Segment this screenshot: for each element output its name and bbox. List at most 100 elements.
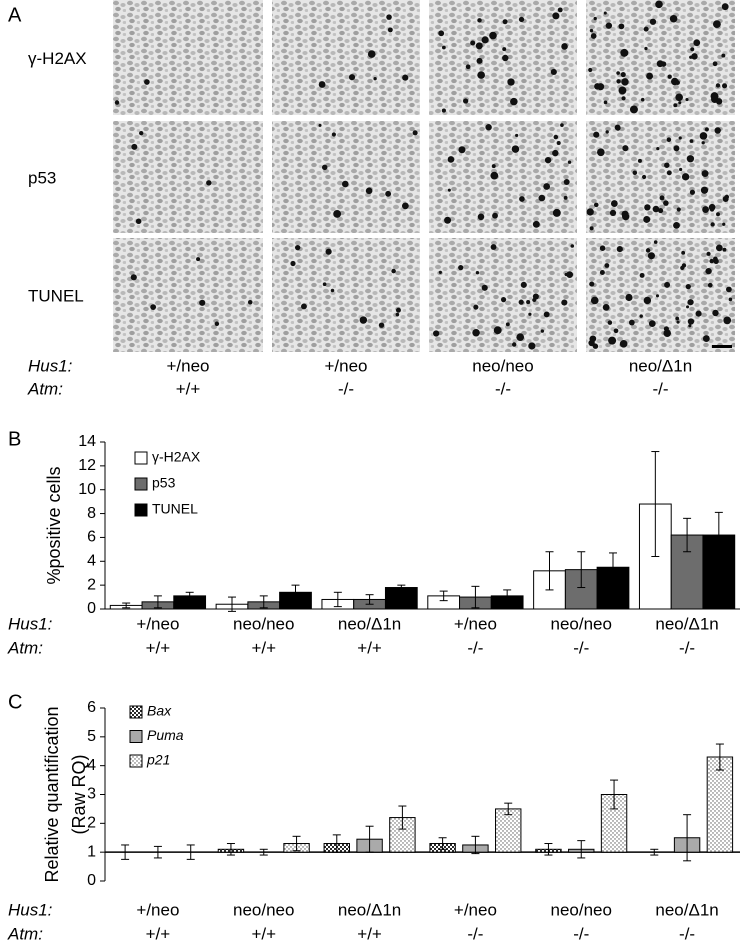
stained-nucleus	[663, 329, 672, 338]
micrograph-background	[429, 238, 577, 352]
error-bar	[153, 845, 162, 859]
stained-nucleus	[714, 127, 721, 134]
stained-nucleus	[294, 244, 301, 251]
stained-nucleus	[685, 97, 689, 102]
stained-nucleus	[318, 123, 322, 127]
stained-nucleus	[214, 321, 220, 327]
stained-nucleus	[566, 271, 574, 278]
y-tick-label: 4	[87, 757, 96, 774]
stained-nucleus	[463, 98, 469, 104]
stained-nucleus	[599, 269, 605, 275]
stained-nucleus	[511, 342, 517, 347]
y-tick-label: 5	[87, 728, 96, 745]
micrograph	[272, 0, 420, 115]
row-header: Hus1:	[8, 900, 53, 919]
stained-nucleus	[616, 245, 623, 253]
error-bar	[609, 552, 617, 583]
genotype-hus1: neo/neo	[472, 356, 533, 375]
stained-nucleus	[130, 274, 137, 281]
x-tick-label-2: +/+	[146, 924, 171, 943]
stained-nucleus	[477, 71, 485, 79]
stained-nucleus	[333, 210, 342, 218]
x-tick-label-2: +/+	[251, 638, 276, 657]
stained-nucleus	[620, 48, 629, 57]
stained-nucleus	[613, 328, 619, 334]
x-tick-label: neo/Δ1n	[338, 614, 401, 633]
stained-nucleus	[196, 257, 201, 262]
x-tick-label: neo/neo	[233, 614, 294, 633]
error-bar	[714, 511, 723, 559]
stained-nucleus	[722, 222, 726, 226]
genotype-hus1: +/neo	[166, 356, 209, 375]
row-header: Hus1:	[8, 614, 53, 633]
stained-nucleus	[500, 297, 507, 303]
genotype-atm: -/-	[652, 379, 668, 398]
error-bar	[122, 602, 131, 609]
stained-nucleus	[663, 200, 669, 206]
stained-nucleus	[199, 299, 206, 306]
row-header: Hus1:	[28, 356, 73, 375]
stained-nucleus	[544, 156, 552, 164]
stained-nucleus	[637, 158, 642, 163]
stained-nucleus	[689, 189, 696, 195]
stained-nucleus	[673, 145, 680, 152]
stained-nucleus	[412, 130, 418, 136]
legend-swatch	[134, 477, 148, 491]
error-bar	[365, 594, 374, 605]
stained-nucleus	[700, 186, 709, 194]
stained-nucleus	[619, 340, 628, 348]
y-tick-label: 2	[87, 815, 96, 832]
micrograph	[429, 121, 577, 233]
stained-nucleus	[616, 71, 620, 75]
micrograph	[429, 238, 577, 352]
genotype-hus1: +/neo	[324, 356, 367, 375]
stained-nucleus	[716, 212, 720, 217]
stained-nucleus	[604, 263, 610, 268]
stained-nucleus	[666, 137, 672, 143]
stained-nucleus	[502, 19, 508, 25]
stained-nucleus	[131, 143, 138, 150]
stained-nucleus	[373, 77, 377, 81]
micrograph-background	[272, 0, 420, 115]
stained-nucleus	[721, 3, 729, 11]
legend-label: TUNEL	[152, 501, 198, 517]
stained-nucleus	[648, 320, 656, 328]
stained-nucleus	[518, 16, 525, 23]
stained-nucleus	[690, 47, 695, 52]
stained-nucleus	[391, 268, 396, 274]
legend-swatch	[129, 730, 143, 743]
stained-nucleus	[557, 7, 563, 13]
stained-nucleus	[590, 296, 599, 305]
x-tick-label-2: +/+	[357, 924, 382, 943]
panel-label: C	[8, 691, 22, 713]
stained-nucleus	[704, 127, 709, 132]
stained-nucleus	[664, 162, 670, 168]
y-axis-label: %positive cells	[44, 466, 64, 584]
stained-nucleus	[561, 43, 568, 50]
stained-nucleus	[695, 310, 702, 317]
stained-nucleus	[596, 148, 605, 157]
stained-nucleus	[365, 187, 373, 195]
stained-nucleus	[395, 312, 400, 317]
stained-nucleus	[386, 14, 392, 20]
stained-nucleus	[597, 83, 605, 91]
stained-nucleus	[543, 311, 550, 318]
x-tick-label: neo/Δ1n	[655, 900, 718, 919]
stained-nucleus	[723, 316, 732, 325]
stained-nucleus	[678, 136, 682, 140]
x-tick-label-2: +/+	[251, 924, 276, 943]
stained-nucleus	[589, 226, 594, 231]
x-tick-label: +/neo	[454, 614, 497, 633]
micrograph	[586, 121, 735, 233]
stained-nucleus	[602, 304, 610, 311]
stained-nucleus	[712, 309, 719, 317]
stained-nucleus	[710, 207, 715, 212]
micrograph-background	[586, 121, 735, 233]
micrograph	[272, 121, 420, 233]
panel-label: B	[8, 428, 21, 450]
error-bar	[333, 591, 342, 608]
stained-nucleus	[505, 322, 510, 327]
error-bar	[259, 848, 268, 856]
x-tick-label: neo/Δ1n	[655, 614, 718, 633]
x-tick-label-2: -/-	[467, 638, 483, 657]
